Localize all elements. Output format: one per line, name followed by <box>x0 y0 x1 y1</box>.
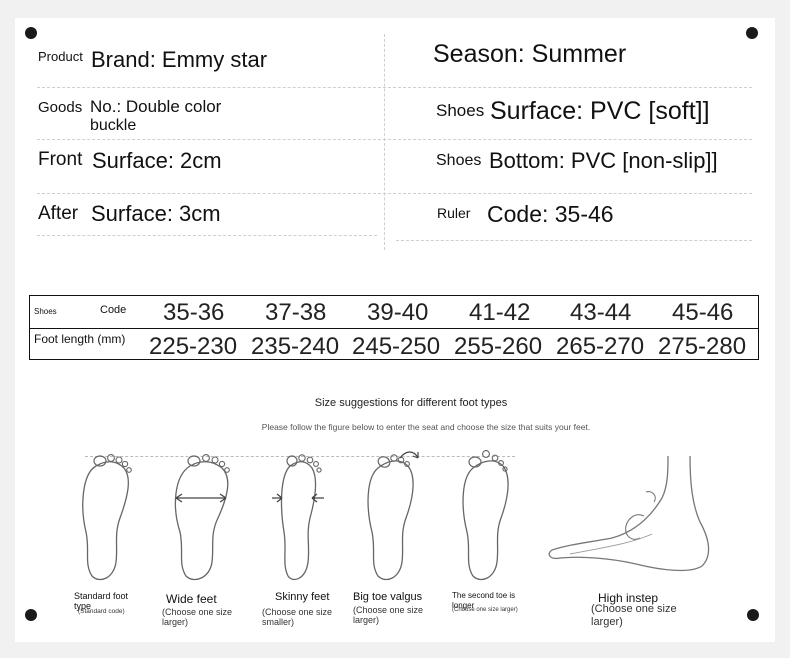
caption-second-toe-line2: longer <box>452 601 475 610</box>
size-code-39-40: 39-40 <box>367 299 429 326</box>
size-table <box>29 295 759 360</box>
spec-label-shoes-bottom: Shoes <box>436 152 482 169</box>
spec-value-shoes-bottom: Bottom: PVC [non-slip]] <box>489 148 718 173</box>
caption-big-toe-valgus: Big toe valgus <box>353 591 423 603</box>
foot-length-275-280: 275-280 <box>658 333 747 360</box>
size-code-35-36: 35-36 <box>163 299 225 326</box>
foot-length-225-230: 225-230 <box>149 333 238 360</box>
toe-reference-line <box>85 456 515 457</box>
spec-label-shoes-surface: Shoes <box>436 101 485 120</box>
spec-divider-3 <box>37 193 752 194</box>
note-big-toe-valgus-line2: larger) <box>353 615 380 625</box>
guide-title: Size suggestions for different foot type… <box>314 397 508 409</box>
corner-dot-bottom-left <box>25 609 37 621</box>
foot-length-265-270: 265-270 <box>556 333 645 360</box>
spec-divider-vertical <box>384 34 385 250</box>
size-table-row-divider <box>30 328 758 329</box>
spec-value-goods-line2: buckle <box>90 117 137 134</box>
note-high-instep-line1: (Choose one size <box>591 603 677 615</box>
foot-length-245-250: 245-250 <box>352 333 441 360</box>
spec-divider-2 <box>37 139 752 140</box>
spec-divider-5 <box>396 240 752 241</box>
wide-foot-icon <box>174 454 230 581</box>
spec-label-product: Product <box>38 49 83 64</box>
standard-foot-icon <box>82 454 132 581</box>
spec-label-front: Front <box>38 149 83 170</box>
size-table-label-code: Code <box>100 304 127 316</box>
spec-label-after: After <box>38 203 79 224</box>
caption-standard-foot-line2: type <box>74 601 92 611</box>
skinny-foot-icon <box>272 454 324 581</box>
note-wide-feet-line1: (Choose one size <box>162 607 233 617</box>
size-code-41-42: 41-42 <box>469 299 531 326</box>
note-second-toe: (Choose one size larger) <box>452 607 518 613</box>
note-skinny-feet-line2: smaller) <box>262 617 295 627</box>
high-instep-foot-icon <box>548 455 710 572</box>
spec-label-ruler: Ruler <box>437 205 471 221</box>
caption-second-toe-line1: The second toe is <box>452 591 516 600</box>
size-info-card <box>15 18 775 642</box>
note-big-toe-valgus-line1: (Choose one size <box>353 605 424 615</box>
spec-label-goods: Goods <box>38 99 83 116</box>
corner-dot-bottom-right <box>747 609 759 621</box>
spec-divider-1 <box>37 87 752 88</box>
size-code-37-38: 37-38 <box>265 299 327 326</box>
foot-length-255-260: 255-260 <box>454 333 543 360</box>
spec-value-goods-line1: No.: Double color <box>90 97 222 116</box>
spec-value-shoes-surface: Surface: PVC [soft]] <box>490 97 710 125</box>
spec-value-front-surface: Surface: 2cm <box>92 148 222 173</box>
note-wide-feet-line2: larger) <box>162 617 189 627</box>
size-code-45-46: 45-46 <box>672 299 734 326</box>
spec-value-after-surface: Surface: 3cm <box>91 201 221 226</box>
note-skinny-feet-line1: (Choose one size <box>262 607 333 617</box>
caption-high-instep: High instep <box>598 591 659 605</box>
spec-value-season: Season: Summer <box>433 40 627 68</box>
size-table-label-foot-length: Foot length (mm) <box>34 332 126 346</box>
size-table-label-shoes: Shoes <box>34 307 57 316</box>
guide-subtitle: Please follow the figure below to enter … <box>261 422 591 432</box>
caption-skinny-feet: Skinny feet <box>275 591 330 603</box>
note-high-instep-line2: larger) <box>591 616 623 628</box>
caption-standard-foot-line1: Standard foot <box>74 591 129 601</box>
spec-value-ruler-code: Code: 35-46 <box>487 201 614 227</box>
corner-dot-top-right <box>746 27 758 39</box>
note-standard-code: (Standard code) <box>78 608 125 615</box>
big-toe-valgus-icon <box>367 451 419 581</box>
second-toe-longer-icon <box>462 450 509 581</box>
foot-length-235-240: 235-240 <box>251 333 340 360</box>
size-code-43-44: 43-44 <box>570 299 632 326</box>
spec-value-brand: Brand: Emmy star <box>91 47 268 72</box>
caption-wide-feet: Wide feet <box>166 592 217 606</box>
spec-divider-4 <box>37 235 377 236</box>
corner-dot-top-left <box>25 27 37 39</box>
